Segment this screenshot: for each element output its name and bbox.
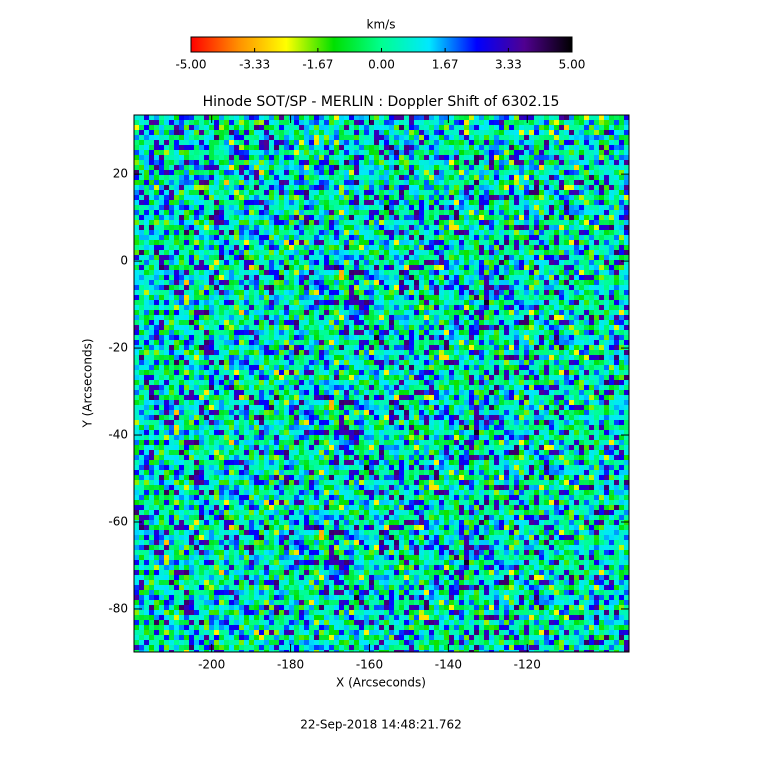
x-tick-label: -160 [356,658,383,672]
y-tick-label: 20 [113,167,128,181]
y-axis-label: Y (Arcseconds) [81,338,95,428]
doppler-image [134,115,629,652]
footer-date: 22-Sep-2018 14:48:21.762 [300,718,462,732]
y-tick-label: 0 [120,254,128,268]
colorbar-tick-label: -1.67 [302,58,333,72]
x-tick-label: -180 [277,658,304,672]
x-tick-label: -140 [435,658,462,672]
y-tick-label: -60 [108,514,128,528]
colorbar-label: km/s [367,18,396,32]
x-tick-label: -200 [198,658,225,672]
y-tick-label: -40 [108,428,128,442]
colorbar-tick-label: 3.33 [495,58,522,72]
chart-title: Hinode SOT/SP - MERLIN : Doppler Shift o… [203,94,560,110]
x-axis-label: X (Arcseconds) [336,676,426,690]
y-tick-label: -80 [108,601,128,615]
colorbar-tick-label: -5.00 [175,58,206,72]
colorbar-tick-label: 5.00 [559,58,586,72]
colorbar-tick-label: -3.33 [239,58,270,72]
colorbar-tick-label: 0.00 [368,58,395,72]
colorbar-tick-label: 1.67 [432,58,459,72]
y-tick-label: -20 [108,341,128,355]
x-tick-label: -120 [514,658,541,672]
